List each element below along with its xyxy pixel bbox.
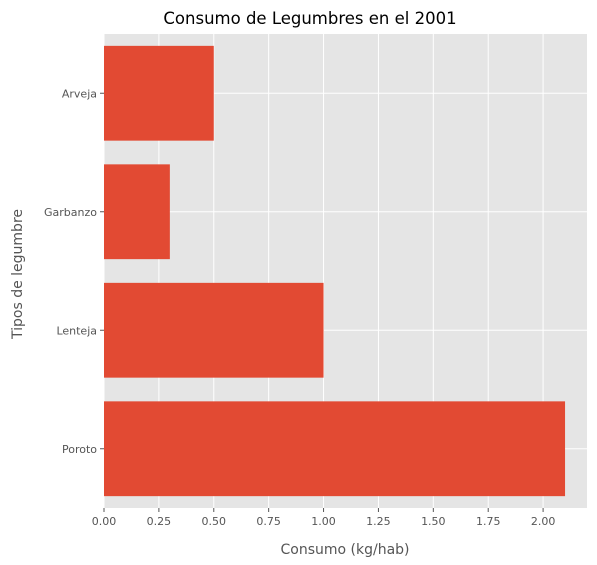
x-axis-label: Consumo (kg/hab) xyxy=(280,542,409,558)
x-tick-label: 1.75 xyxy=(476,515,501,528)
x-axis-ticks: 0.00 0.25 0.50 0.75 1.00 1.25 1.50 1.75 2.00 xyxy=(92,508,556,528)
y-tick-label-garbanzo: Garbanzo xyxy=(44,206,97,219)
x-tick-label: 0.00 xyxy=(92,515,117,528)
y-axis-label: Tipos de legumbre xyxy=(10,209,26,340)
x-tick-label: 0.25 xyxy=(147,515,172,528)
y-tick-label-lenteja: Lenteja xyxy=(56,324,97,337)
bar-lenteja xyxy=(104,282,324,378)
x-tick-label: 2.00 xyxy=(531,515,556,528)
y-tick-label-poroto: Poroto xyxy=(62,443,97,456)
y-tick-label-arveja: Arveja xyxy=(62,87,97,100)
bar-poroto xyxy=(104,401,566,497)
x-tick-label: 0.50 xyxy=(202,515,227,528)
x-tick-label: 0.75 xyxy=(256,515,281,528)
y-axis-ticks: Poroto Lenteja Garbanzo Arveja xyxy=(44,87,104,456)
x-tick-label: 1.25 xyxy=(366,515,391,528)
bars xyxy=(104,45,566,497)
bar-garbanzo xyxy=(104,164,170,260)
chart-title: Consumo de Legumbres en el 2001 xyxy=(163,9,456,28)
x-tick-label: 1.50 xyxy=(421,515,446,528)
x-tick-label: 1.00 xyxy=(311,515,336,528)
bar-arveja xyxy=(104,45,214,141)
